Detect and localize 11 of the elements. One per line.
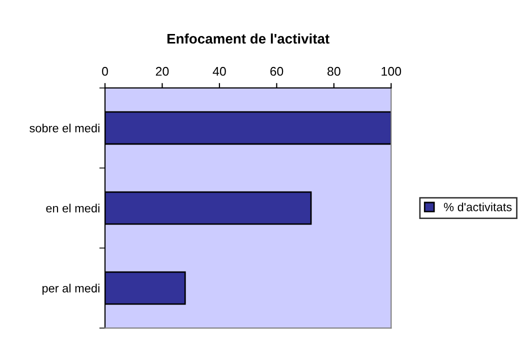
- x-tick-label: 20: [156, 66, 169, 76]
- y-tick-label: en el medi: [46, 204, 100, 212]
- y-tick-label: sobre el medi: [30, 124, 100, 132]
- x-tick-label: 40: [212, 66, 226, 76]
- x-tick-label: 0: [102, 66, 108, 76]
- x-tick-label: 100: [382, 66, 402, 76]
- legend-label: % d'activitats: [444, 202, 512, 212]
- chart-title: Enfocament de l'activitat: [167, 33, 330, 44]
- y-tick-label: per al medi: [42, 284, 100, 295]
- x-tick-label: 80: [327, 66, 340, 76]
- x-tick-label: 60: [270, 66, 284, 76]
